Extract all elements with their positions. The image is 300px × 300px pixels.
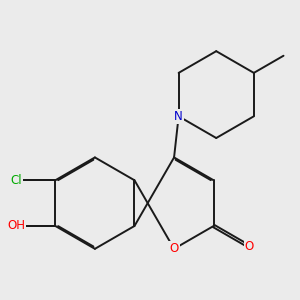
Text: O: O bbox=[244, 240, 254, 253]
Text: N: N bbox=[174, 110, 183, 123]
Text: OH: OH bbox=[8, 220, 26, 232]
Text: O: O bbox=[169, 242, 179, 255]
Text: Cl: Cl bbox=[11, 174, 22, 187]
